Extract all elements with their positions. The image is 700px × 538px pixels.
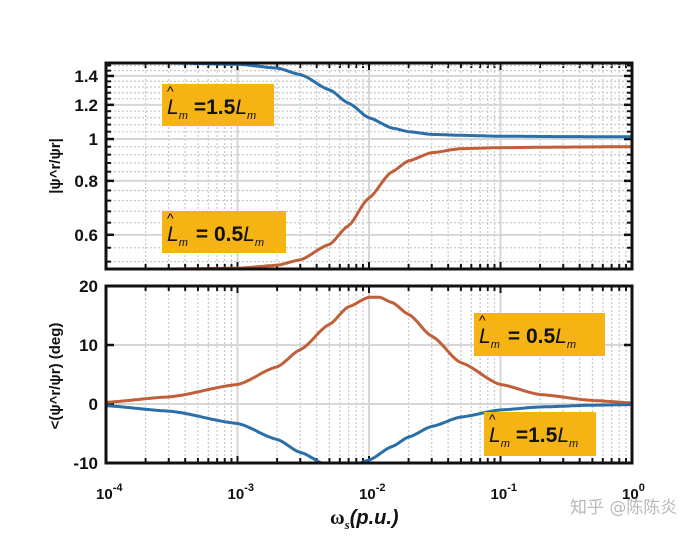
top-y-tick-label: 1.4 xyxy=(74,67,98,86)
bottom-y-tick-label: 10 xyxy=(79,336,98,355)
axes-frames xyxy=(104,61,634,465)
top-y-axis-label: |ψ^r/ψr| xyxy=(47,138,64,194)
hat-icon: ^ xyxy=(167,83,174,99)
annotation-bottom-1p5: Lm =1.5Lm ^ xyxy=(484,411,596,456)
x-tick-labels: 10-4 10-3 10-2 10-1 100 xyxy=(96,482,645,503)
x-tick-label: 100 xyxy=(622,482,645,503)
bottom-panel-frame xyxy=(104,284,634,465)
hat-icon: ^ xyxy=(167,210,174,226)
svg-text:Lm=1.5Lm: Lm =1.5Lm xyxy=(489,424,578,450)
bottom-series-a-line xyxy=(105,295,633,405)
bottom-y-tick-label: -10 xyxy=(73,454,98,473)
svg-text:Lm= 0.5Lm: Lm = 0.5Lm xyxy=(167,223,264,249)
bottom-y-tick-label: 0 xyxy=(89,395,98,414)
top-y-tick-label: 0.8 xyxy=(74,172,98,191)
top-y-tick-label: 1 xyxy=(89,130,98,149)
top-y-tick-label: 0.6 xyxy=(74,226,98,245)
x-axis-units: (p.u.) xyxy=(350,507,399,529)
annotation-top-0p5: Lm = 0.5Lm ^ xyxy=(162,210,286,253)
x-tick-label: 10-2 xyxy=(359,482,385,503)
x-tick-label: 10-1 xyxy=(491,482,517,503)
x-tick-label: 10-3 xyxy=(228,482,254,503)
bottom-panel-series xyxy=(105,295,633,465)
x-axis-omega: ω xyxy=(330,507,345,529)
hat-icon: ^ xyxy=(489,411,496,427)
annotation-bottom-0p5: Lm = 0.5Lm ^ xyxy=(474,312,605,356)
top-y-tick-label: 1.2 xyxy=(74,96,98,115)
x-tick-label: 10-4 xyxy=(96,482,123,503)
x-axis-label: ωs(p.u.) xyxy=(330,507,399,532)
svg-text:ωs(p.u.): ωs(p.u.) xyxy=(330,507,399,532)
hat-icon: ^ xyxy=(479,312,486,328)
y-tick-labels: 1.4 1.2 1 0.8 0.6 20 10 0 -10 xyxy=(73,67,98,473)
svg-text:Lm=1.5Lm: Lm =1.5Lm xyxy=(167,96,256,122)
watermark: 知乎 @陈陈炎 xyxy=(570,498,677,518)
annotation-top-1p5: Lm =1.5Lm ^ xyxy=(162,83,274,126)
bottom-series-b-line xyxy=(105,403,632,465)
top-panel-frame xyxy=(104,61,634,271)
bottom-y-tick-label: 20 xyxy=(79,277,98,296)
x-axis-subscript: s xyxy=(344,517,350,532)
svg-text:Lm= 0.5Lm: Lm = 0.5Lm xyxy=(479,325,576,351)
bottom-y-axis-label: <(ψ^r/ψr) (deg) xyxy=(47,323,64,430)
